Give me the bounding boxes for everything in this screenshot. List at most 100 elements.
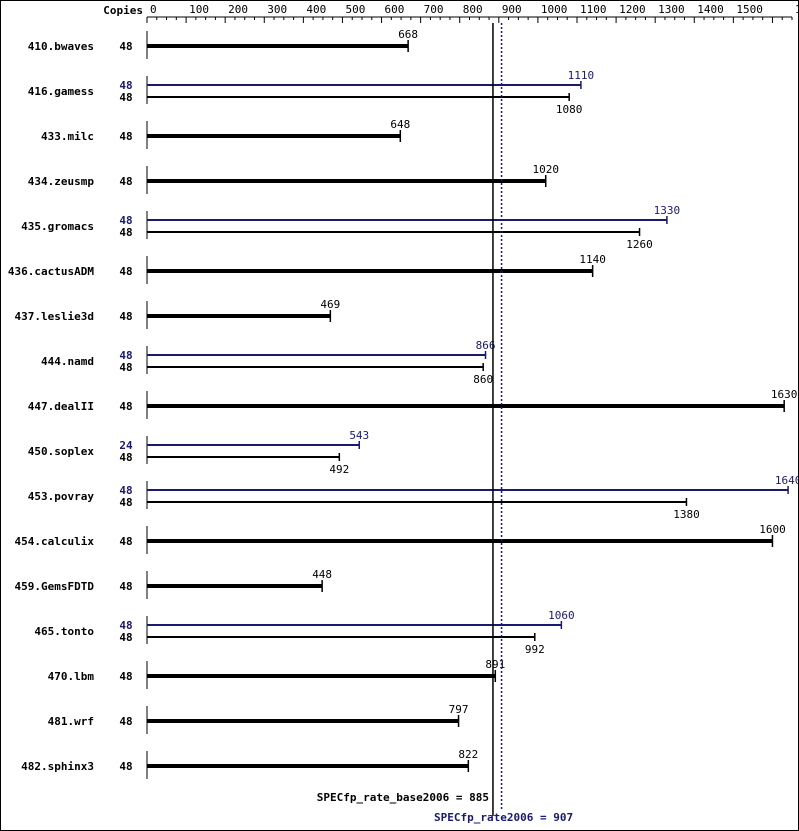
benchmark-name: 454.calculix — [15, 535, 95, 548]
base-value-label: 1140 — [579, 253, 606, 266]
x-tick-label: 0 — [150, 3, 157, 16]
benchmark-name: 481.wrf — [48, 715, 94, 728]
base-copies: 48 — [119, 760, 132, 773]
peak-value-label: 1330 — [654, 204, 681, 217]
benchmark-row: 465.tonto 48 1060 48 992 — [34, 609, 574, 656]
benchmark-name: 470.lbm — [48, 670, 95, 683]
benchmark-row: 437.leslie3d 48 469 — [15, 298, 340, 329]
benchmark-row: 434.zeusmp 48 1020 — [28, 163, 559, 194]
base-value-label: 1020 — [532, 163, 559, 176]
x-tick-label: 800 — [463, 3, 483, 16]
x-tick-label: 300 — [267, 3, 287, 16]
base-copies: 48 — [119, 580, 132, 593]
peak-value-label: 866 — [476, 339, 496, 352]
x-tick-label: 1400 — [697, 3, 724, 16]
benchmark-name: 444.namd — [41, 355, 94, 368]
benchmark-row: 410.bwaves 48 668 — [28, 28, 418, 59]
x-tick-label: 400 — [306, 3, 326, 16]
benchmark-name: 434.zeusmp — [28, 175, 95, 188]
benchmark-row: 481.wrf 48 797 — [48, 703, 469, 734]
base-value-label: 797 — [449, 703, 469, 716]
peak-value-label: 543 — [349, 429, 369, 442]
reference-lines: SPECfp_rate_base2006 = 885 SPECfp_rate200… — [317, 23, 573, 824]
peak-reference-label: SPECfp_rate2006 = 907 — [434, 811, 573, 824]
benchmark-rows: 410.bwaves 48 668 416.gamess 48 1110 48 1080 433… — [8, 28, 798, 779]
base-value-label: 992 — [525, 643, 545, 656]
peak-copies: 24 — [119, 439, 133, 452]
x-tick-label: 200 — [228, 3, 248, 16]
benchmark-row: 416.gamess 48 1110 48 1080 — [28, 69, 594, 116]
base-value-label: 668 — [398, 28, 418, 41]
base-value-label: 1600 — [759, 523, 786, 536]
benchmark-name: 465.tonto — [34, 625, 94, 638]
base-value-label: 648 — [390, 118, 410, 131]
base-value-label: 822 — [458, 748, 478, 761]
benchmark-name: 416.gamess — [28, 85, 94, 98]
base-copies: 48 — [119, 265, 132, 278]
benchmark-name: 437.leslie3d — [15, 310, 94, 323]
benchmark-name: 436.cactusADM — [8, 265, 94, 278]
base-copies: 48 — [119, 715, 132, 728]
x-tick-label: 700 — [424, 3, 444, 16]
benchmark-row: 454.calculix 48 1600 — [15, 523, 786, 554]
benchmark-row: 447.dealII 48 1630 — [28, 388, 798, 419]
x-axis: Copies 0 100 200 300 400 500 600 700 800 900 1000 11… — [103, 3, 798, 23]
x-tick-label: 1650 — [795, 3, 798, 16]
peak-copies: 48 — [119, 214, 132, 227]
benchmark-name: 482.sphinx3 — [21, 760, 94, 773]
peak-value-label: 1060 — [548, 609, 575, 622]
base-copies: 48 — [119, 91, 132, 104]
base-reference-label: SPECfp_rate_base2006 = 885 — [317, 791, 489, 804]
base-copies: 48 — [119, 631, 132, 644]
base-copies: 48 — [119, 361, 132, 374]
base-value-label: 1260 — [626, 238, 653, 251]
peak-copies: 48 — [119, 619, 132, 632]
peak-value-label: 1640 — [775, 474, 798, 487]
peak-copies: 48 — [119, 484, 132, 497]
base-value-label: 1080 — [556, 103, 583, 116]
base-value-label: 1630 — [771, 388, 798, 401]
benchmark-row: 453.povray 48 1640 48 1380 — [28, 474, 798, 521]
peak-copies: 48 — [119, 79, 132, 92]
x-tick-label: 500 — [345, 3, 365, 16]
base-value-label: 469 — [320, 298, 340, 311]
benchmark-row: 450.soplex 24 543 48 492 — [28, 429, 369, 476]
x-tick-label: 1000 — [541, 3, 568, 16]
base-copies: 48 — [119, 40, 132, 53]
x-tick-label: 100 — [189, 3, 209, 16]
benchmark-row: 459.GemsFDTD 48 448 — [15, 568, 332, 599]
base-value-label: 860 — [473, 373, 493, 386]
base-copies: 48 — [119, 130, 132, 143]
base-copies: 48 — [119, 310, 132, 323]
base-value-label: 1380 — [673, 508, 700, 521]
benchmark-name: 450.soplex — [28, 445, 95, 458]
benchmark-row: 444.namd 48 866 48 860 — [41, 339, 495, 386]
benchmark-name: 453.povray — [28, 490, 95, 503]
benchmark-name: 435.gromacs — [21, 220, 94, 233]
peak-copies: 48 — [119, 349, 132, 362]
base-value-label: 891 — [485, 658, 505, 671]
x-tick-label: 900 — [502, 3, 522, 16]
base-value-label: 492 — [329, 463, 349, 476]
benchmark-row: 470.lbm 48 891 — [48, 658, 505, 689]
base-copies: 48 — [119, 451, 132, 464]
base-copies: 48 — [119, 670, 132, 683]
x-tick-label: 1300 — [658, 3, 685, 16]
x-tick-label: 1500 — [736, 3, 763, 16]
benchmark-name: 459.GemsFDTD — [15, 580, 95, 593]
benchmark-name: 433.milc — [41, 130, 94, 143]
base-value-label: 448 — [312, 568, 332, 581]
x-tick-label: 1100 — [580, 3, 607, 16]
benchmark-row: 482.sphinx3 48 822 — [21, 748, 478, 779]
base-copies: 48 — [119, 496, 132, 509]
base-copies: 48 — [119, 226, 132, 239]
copies-header: Copies — [103, 4, 143, 17]
x-tick-label: 600 — [385, 3, 405, 16]
benchmark-name: 447.dealII — [28, 400, 94, 413]
peak-value-label: 1110 — [568, 69, 595, 82]
base-copies: 48 — [119, 175, 132, 188]
base-copies: 48 — [119, 400, 132, 413]
base-copies: 48 — [119, 535, 132, 548]
